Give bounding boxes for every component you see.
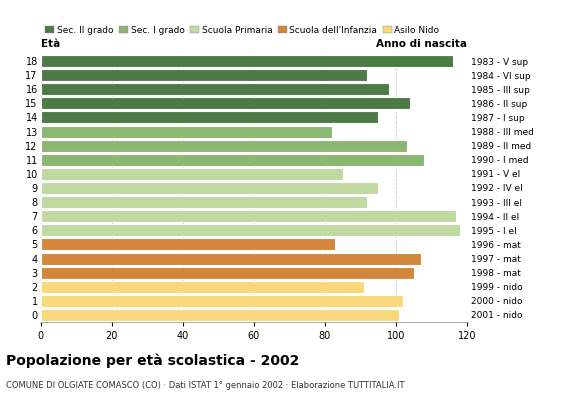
Legend: Sec. II grado, Sec. I grado, Scuola Primaria, Scuola dell'Infanzia, Asilo Nido: Sec. II grado, Sec. I grado, Scuola Prim… [45, 26, 440, 35]
Bar [41, 83, 389, 95]
Bar [41, 224, 460, 236]
Bar [41, 238, 335, 250]
Bar [41, 55, 453, 67]
Bar [41, 281, 364, 293]
Bar [41, 97, 410, 109]
Bar [41, 182, 378, 194]
Bar [41, 140, 407, 152]
Text: Popolazione per età scolastica - 2002: Popolazione per età scolastica - 2002 [6, 354, 299, 368]
Text: COMUNE DI OLGIATE COMASCO (CO) · Dati ISTAT 1° gennaio 2002 · Elaborazione TUTTI: COMUNE DI OLGIATE COMASCO (CO) · Dati IS… [6, 381, 404, 390]
Bar [41, 112, 378, 124]
Bar [41, 267, 414, 279]
Bar [41, 126, 332, 138]
Bar [41, 69, 368, 81]
Bar [41, 295, 403, 307]
Bar [41, 252, 421, 264]
Bar [41, 309, 400, 321]
Bar [41, 196, 368, 208]
Bar [41, 154, 425, 166]
Text: Età: Età [41, 39, 60, 49]
Bar [41, 210, 456, 222]
Bar [41, 168, 343, 180]
Text: Anno di nascita: Anno di nascita [376, 39, 467, 49]
